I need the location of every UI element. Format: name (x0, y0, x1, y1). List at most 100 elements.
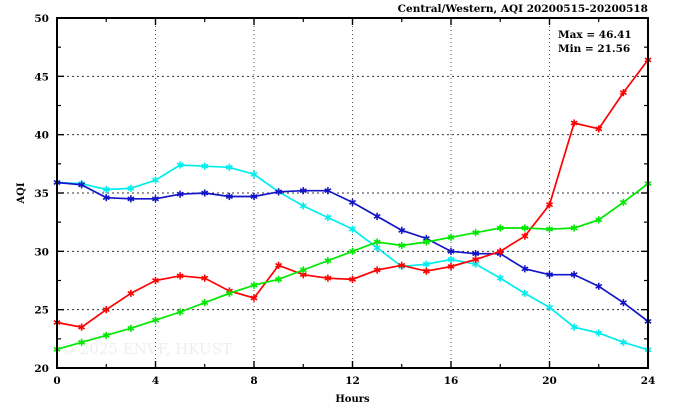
data-marker (496, 224, 504, 232)
data-marker (521, 232, 529, 240)
data-marker (225, 163, 233, 171)
data-marker (151, 276, 160, 285)
data-marker (521, 265, 529, 273)
data-marker (225, 192, 233, 201)
annotation-text: Max = 46.41 (558, 29, 632, 41)
data-marker (250, 170, 258, 178)
data-marker (570, 323, 578, 331)
data-marker (250, 192, 258, 201)
data-marker (545, 225, 554, 233)
data-marker (422, 260, 430, 268)
data-marker (225, 289, 233, 297)
y-tick-label: 40 (34, 130, 49, 142)
data-marker (151, 195, 160, 203)
data-marker (619, 198, 627, 206)
data-marker (521, 289, 529, 297)
x-axis-label: Hours (335, 394, 370, 405)
data-marker (127, 289, 135, 297)
data-marker (373, 266, 381, 274)
data-marker (398, 241, 406, 250)
data-marker (102, 194, 110, 202)
y-tick-label: 35 (34, 188, 49, 200)
data-marker (151, 176, 160, 184)
data-marker (545, 201, 554, 209)
data-marker (422, 238, 430, 246)
y-tick-label: 45 (34, 71, 49, 83)
data-marker (176, 272, 184, 280)
data-line-series-red (56, 59, 649, 329)
data-marker (570, 271, 578, 279)
chart-title: Central/Western, AQI 20200515-20200518 (398, 3, 648, 15)
data-marker (78, 323, 86, 331)
x-tick-label: 4 (152, 375, 159, 387)
data-marker (299, 187, 307, 195)
data-marker (78, 181, 86, 189)
data-marker (373, 212, 381, 220)
plot-frame (56, 17, 649, 369)
data-marker (348, 225, 357, 233)
watermark: © 2025 ENVF, HKUST (60, 340, 232, 358)
data-marker (570, 119, 578, 127)
y-tick-label: 20 (34, 363, 49, 375)
data-marker (619, 89, 627, 97)
data-marker (472, 255, 480, 264)
data-marker (250, 294, 258, 302)
data-marker (595, 282, 603, 290)
data-marker (201, 299, 209, 307)
data-marker (595, 329, 603, 337)
x-tick-label: 0 (53, 375, 60, 387)
y-tick-label: 30 (34, 246, 49, 258)
data-marker (472, 229, 480, 237)
data-marker (127, 195, 135, 203)
y-tick-label: 25 (34, 305, 49, 317)
data-marker (447, 233, 455, 241)
data-marker (151, 316, 160, 324)
data-marker (545, 271, 554, 279)
x-tick-label: 24 (641, 375, 656, 387)
data-marker (324, 187, 332, 195)
data-marker (373, 238, 381, 246)
data-marker (348, 198, 357, 206)
x-tick-label: 20 (542, 375, 557, 387)
data-marker (201, 162, 209, 170)
data-marker (496, 247, 504, 255)
data-marker (176, 161, 184, 169)
data-marker (102, 306, 110, 314)
data-marker (78, 338, 86, 346)
data-marker (545, 303, 554, 311)
data-marker (619, 338, 627, 346)
data-marker (447, 255, 455, 264)
data-marker (127, 184, 135, 192)
data-marker (201, 189, 209, 197)
data-marker (447, 262, 455, 271)
y-tick-label: 50 (34, 13, 49, 25)
data-marker (201, 274, 209, 282)
data-marker (275, 261, 283, 269)
y-axis-label: AQI (16, 182, 27, 204)
data-marker (275, 275, 283, 283)
annotation-text: Min = 21.56 (558, 43, 630, 55)
data-marker (447, 247, 455, 255)
data-marker (595, 216, 603, 224)
data-marker (324, 274, 332, 282)
data-marker (398, 226, 406, 234)
data-marker (299, 202, 307, 210)
x-tick-label: 8 (250, 375, 257, 387)
data-marker (102, 185, 110, 194)
data-marker (324, 213, 332, 222)
data-marker (250, 281, 258, 289)
data-marker (275, 188, 283, 196)
data-marker (521, 224, 529, 232)
data-marker (496, 274, 504, 282)
data-marker (102, 331, 110, 339)
data-marker (348, 247, 357, 255)
data-marker (324, 257, 332, 265)
data-marker (348, 275, 357, 283)
data-marker (127, 324, 135, 332)
data-marker (299, 266, 307, 274)
data-marker (176, 190, 184, 198)
data-marker (570, 224, 578, 232)
data-marker (619, 299, 627, 307)
